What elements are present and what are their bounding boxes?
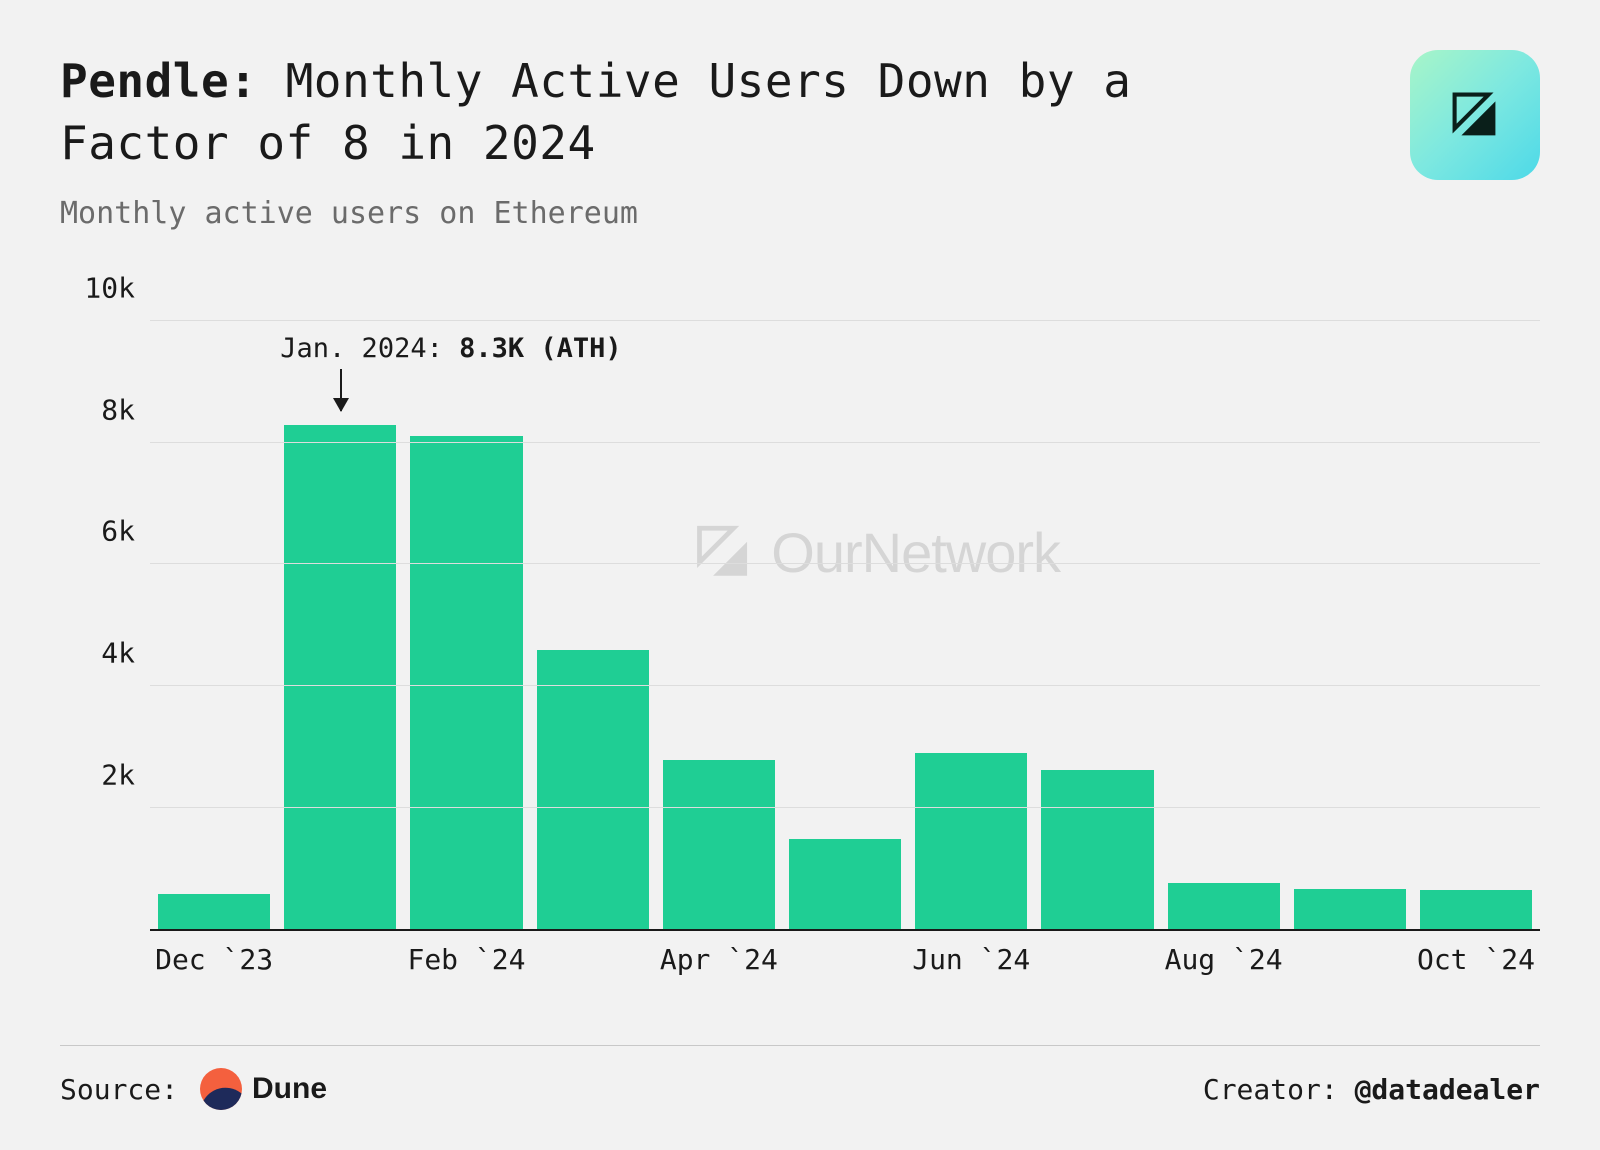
x-tick-label: Jun `24 [912,943,1030,976]
y-tick-label: 6k [60,515,135,548]
x-tick-label: Feb `24 [407,943,525,976]
grid-line [150,807,1540,808]
title-block: Pendle: Monthly Active Users Down by a F… [60,50,1260,231]
brand-badge [1410,50,1540,180]
bar [663,760,775,929]
y-tick-label: 2k [60,758,135,791]
grid-line [150,320,1540,321]
x-slot: Dec `23 [158,943,270,983]
x-slot [1041,943,1153,983]
grid-line [150,685,1540,686]
source: Source: Dune [60,1068,327,1110]
bar [1168,883,1280,929]
source-label: Source: [60,1073,178,1106]
annotation: Jan. 2024: 8.3K (ATH) [280,333,621,364]
brand-icon [1441,81,1509,149]
footer: Source: Dune Creator: @datadealer [60,1045,1540,1110]
bars-container [150,321,1540,929]
y-tick-label: 10k [60,272,135,305]
dune-icon [200,1068,242,1110]
creator: Creator: @datadealer [1203,1073,1540,1106]
x-slot: Jun `24 [915,943,1027,983]
x-tick-label: Aug `24 [1165,943,1283,976]
x-tick-label: Apr `24 [660,943,778,976]
x-slot [284,943,396,983]
bar [1041,770,1153,929]
source-name: Dune [252,1072,327,1106]
bar [158,894,270,929]
annotation-arrow [340,369,342,411]
x-slot [537,943,649,983]
x-slot [1294,943,1406,983]
x-tick-label: Dec `23 [155,943,273,976]
x-slot: Apr `24 [663,943,775,983]
bar [1294,889,1406,929]
x-slot: Feb `24 [410,943,522,983]
bar [789,839,901,929]
x-slot [789,943,901,983]
grid-line [150,563,1540,564]
bar [1420,890,1532,929]
dune-logo: Dune [200,1068,327,1110]
annotation-value: 8.3K (ATH) [459,333,622,364]
chart: OurNetwork 2k4k6k8k10kJan. 2024: 8.3K (A… [60,321,1540,1001]
bar [915,753,1027,929]
x-slot: Aug `24 [1168,943,1280,983]
y-tick-label: 8k [60,393,135,426]
annotation-prefix: Jan. 2024: [280,333,459,364]
header: Pendle: Monthly Active Users Down by a F… [60,50,1540,231]
title-bold: Pendle: [60,54,257,108]
grid-line [150,442,1540,443]
chart-title: Pendle: Monthly Active Users Down by a F… [60,50,1260,174]
x-axis: Dec `23 Feb `24 Apr `24 Jun `24 Aug `24 Oct `… [150,931,1540,983]
chart-subtitle: Monthly active users on Ethereum [60,196,1260,231]
bar [284,425,396,930]
x-tick-label: Oct `24 [1417,943,1535,976]
bar [410,436,522,930]
creator-label: Creator: [1203,1073,1338,1106]
plot-area: OurNetwork 2k4k6k8k10kJan. 2024: 8.3K (A… [150,321,1540,931]
bar [537,650,649,930]
x-slot: Oct `24 [1420,943,1532,983]
creator-handle: @datadealer [1355,1073,1540,1106]
y-tick-label: 4k [60,637,135,670]
